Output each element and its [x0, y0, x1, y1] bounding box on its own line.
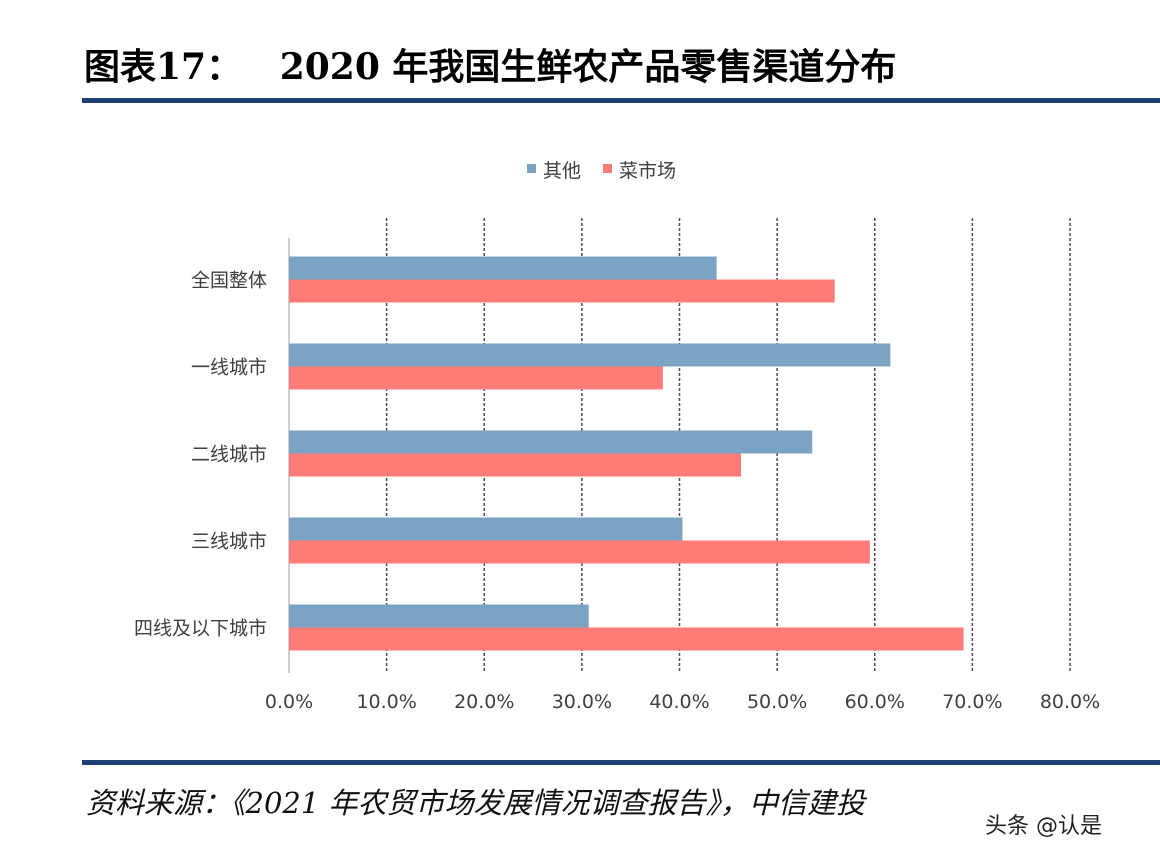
top-rule: [82, 98, 1160, 103]
legend-label: 其他: [543, 160, 581, 182]
category-label: 三线城市: [191, 531, 267, 553]
bar-other: [289, 604, 589, 628]
bar-market: [289, 627, 964, 651]
bar-market: [289, 366, 663, 390]
bar-chart: 0.0% 10.0% 20.0% 30.0% 40.0% 50.0% 60.0% 70.0% 8…: [134, 160, 1100, 713]
bar-market: [289, 453, 742, 477]
x-tick-label: 50.0%: [747, 691, 807, 713]
bar-other: [289, 256, 717, 280]
bar-market: [289, 540, 870, 564]
x-tick-label: 30.0%: [552, 691, 612, 713]
legend-label: 菜市场: [619, 160, 676, 182]
bar-market: [289, 279, 835, 303]
bar-other: [289, 517, 683, 541]
legend-swatch: [527, 164, 536, 173]
watermark: 头条 @认是: [985, 814, 1102, 839]
category-label: 一线城市: [191, 357, 267, 379]
legend-swatch: [603, 164, 612, 173]
bar-other: [289, 343, 891, 367]
x-tick-label: 70.0%: [942, 691, 1002, 713]
category-label: 二线城市: [191, 444, 267, 466]
x-tick-label: 40.0%: [649, 691, 709, 713]
x-tick-label: 0.0%: [265, 691, 313, 713]
category-label: 全国整体: [191, 270, 267, 292]
chart-title: 图表17： 2020 年我国生鲜农产品零售渠道分布: [84, 46, 897, 88]
category-label: 四线及以下城市: [134, 618, 267, 640]
x-tick-label: 20.0%: [454, 691, 514, 713]
x-tick-label: 80.0%: [1040, 691, 1100, 713]
x-tick-label: 10.0%: [356, 691, 416, 713]
bar-other: [289, 430, 813, 454]
bottom-rule: [82, 760, 1160, 765]
x-tick-label: 60.0%: [845, 691, 905, 713]
source-note: 资料来源：《2021 年农贸市场发展情况调查报告》，中信建投: [86, 786, 866, 820]
